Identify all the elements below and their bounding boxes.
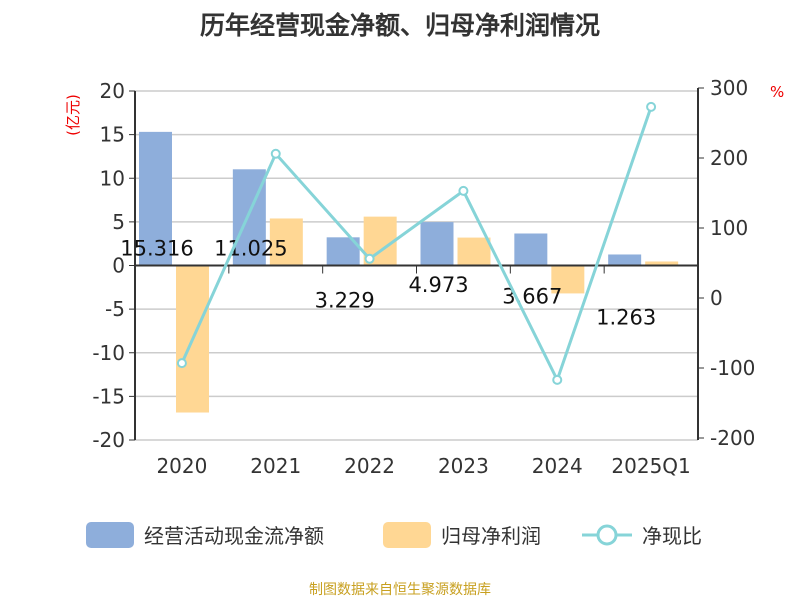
x-tick-label: 2022 bbox=[344, 454, 395, 478]
bar-profit bbox=[551, 265, 585, 294]
legend-swatch-blue bbox=[86, 521, 134, 548]
legend-label: 归母净利润 bbox=[441, 524, 541, 548]
bar-data-label: 1.263 bbox=[596, 305, 656, 329]
legend-label: 净现比 bbox=[642, 524, 702, 548]
x-tick-label: 2024 bbox=[532, 454, 583, 478]
right-tick-label: -200 bbox=[710, 426, 755, 450]
left-tick-label: 10 bbox=[100, 166, 125, 190]
ratio-point bbox=[458, 185, 469, 196]
x-tick-label: 2021 bbox=[250, 454, 301, 478]
legend-item-profit[interactable]: 归母净利润 bbox=[383, 520, 541, 549]
ratio-point bbox=[176, 358, 187, 369]
x-tick-label: 2025Q1 bbox=[611, 454, 690, 478]
left-tick-label: -20 bbox=[92, 428, 125, 452]
left-tick-label: 15 bbox=[100, 123, 125, 147]
bar-data-label: 11.025 bbox=[214, 237, 287, 261]
left-tick-label: -15 bbox=[92, 384, 125, 408]
bar-cashflow bbox=[139, 131, 172, 266]
legend-item-cashflow[interactable]: 经营活动现金流净额 bbox=[86, 520, 324, 549]
bar-cashflow bbox=[420, 222, 454, 266]
left-axis-unit: (亿元) bbox=[64, 94, 82, 136]
left-tick-label: 20 bbox=[100, 79, 125, 103]
source-note: 制图数据来自恒生聚源数据库 bbox=[309, 582, 491, 598]
ratio-line bbox=[180, 106, 653, 384]
bar-data-label: 4.973 bbox=[408, 273, 468, 297]
bar-data-label: 15.316 bbox=[120, 237, 193, 261]
right-tick-label: 200 bbox=[710, 146, 748, 170]
right-tick-label: 100 bbox=[710, 216, 748, 240]
right-tick-label: 300 bbox=[710, 76, 748, 100]
right-tick-label: -100 bbox=[710, 356, 755, 380]
bar-profit bbox=[645, 261, 679, 266]
legend-swatch-orange bbox=[383, 521, 431, 548]
ratio-point bbox=[270, 148, 281, 159]
bar-cashflow bbox=[608, 254, 642, 266]
bar-data-label: 3.229 bbox=[315, 288, 375, 312]
bar-profit bbox=[457, 237, 491, 266]
legend-label: 经营活动现金流净额 bbox=[144, 524, 324, 548]
left-tick-label: -10 bbox=[92, 341, 125, 365]
left-tick-label: 5 bbox=[112, 210, 125, 234]
bar-cashflow bbox=[514, 233, 548, 266]
bar-profit bbox=[269, 218, 303, 266]
ratio-point bbox=[646, 101, 657, 112]
x-tick-label: 2020 bbox=[156, 454, 207, 478]
right-tick-label: 0 bbox=[710, 286, 723, 310]
ratio-point bbox=[364, 253, 375, 264]
left-tick-label: 0 bbox=[112, 254, 125, 278]
right-axis-unit: % bbox=[770, 83, 784, 101]
legend-item-ratio[interactable]: 净现比 bbox=[582, 520, 702, 549]
chart-title: 历年经营现金净额、归母净利润情况 bbox=[199, 11, 600, 40]
ratio-point bbox=[552, 374, 563, 385]
left-tick-label: -5 bbox=[105, 297, 125, 321]
legend-line-icon bbox=[582, 524, 632, 545]
x-tick-label: 2023 bbox=[438, 454, 489, 478]
